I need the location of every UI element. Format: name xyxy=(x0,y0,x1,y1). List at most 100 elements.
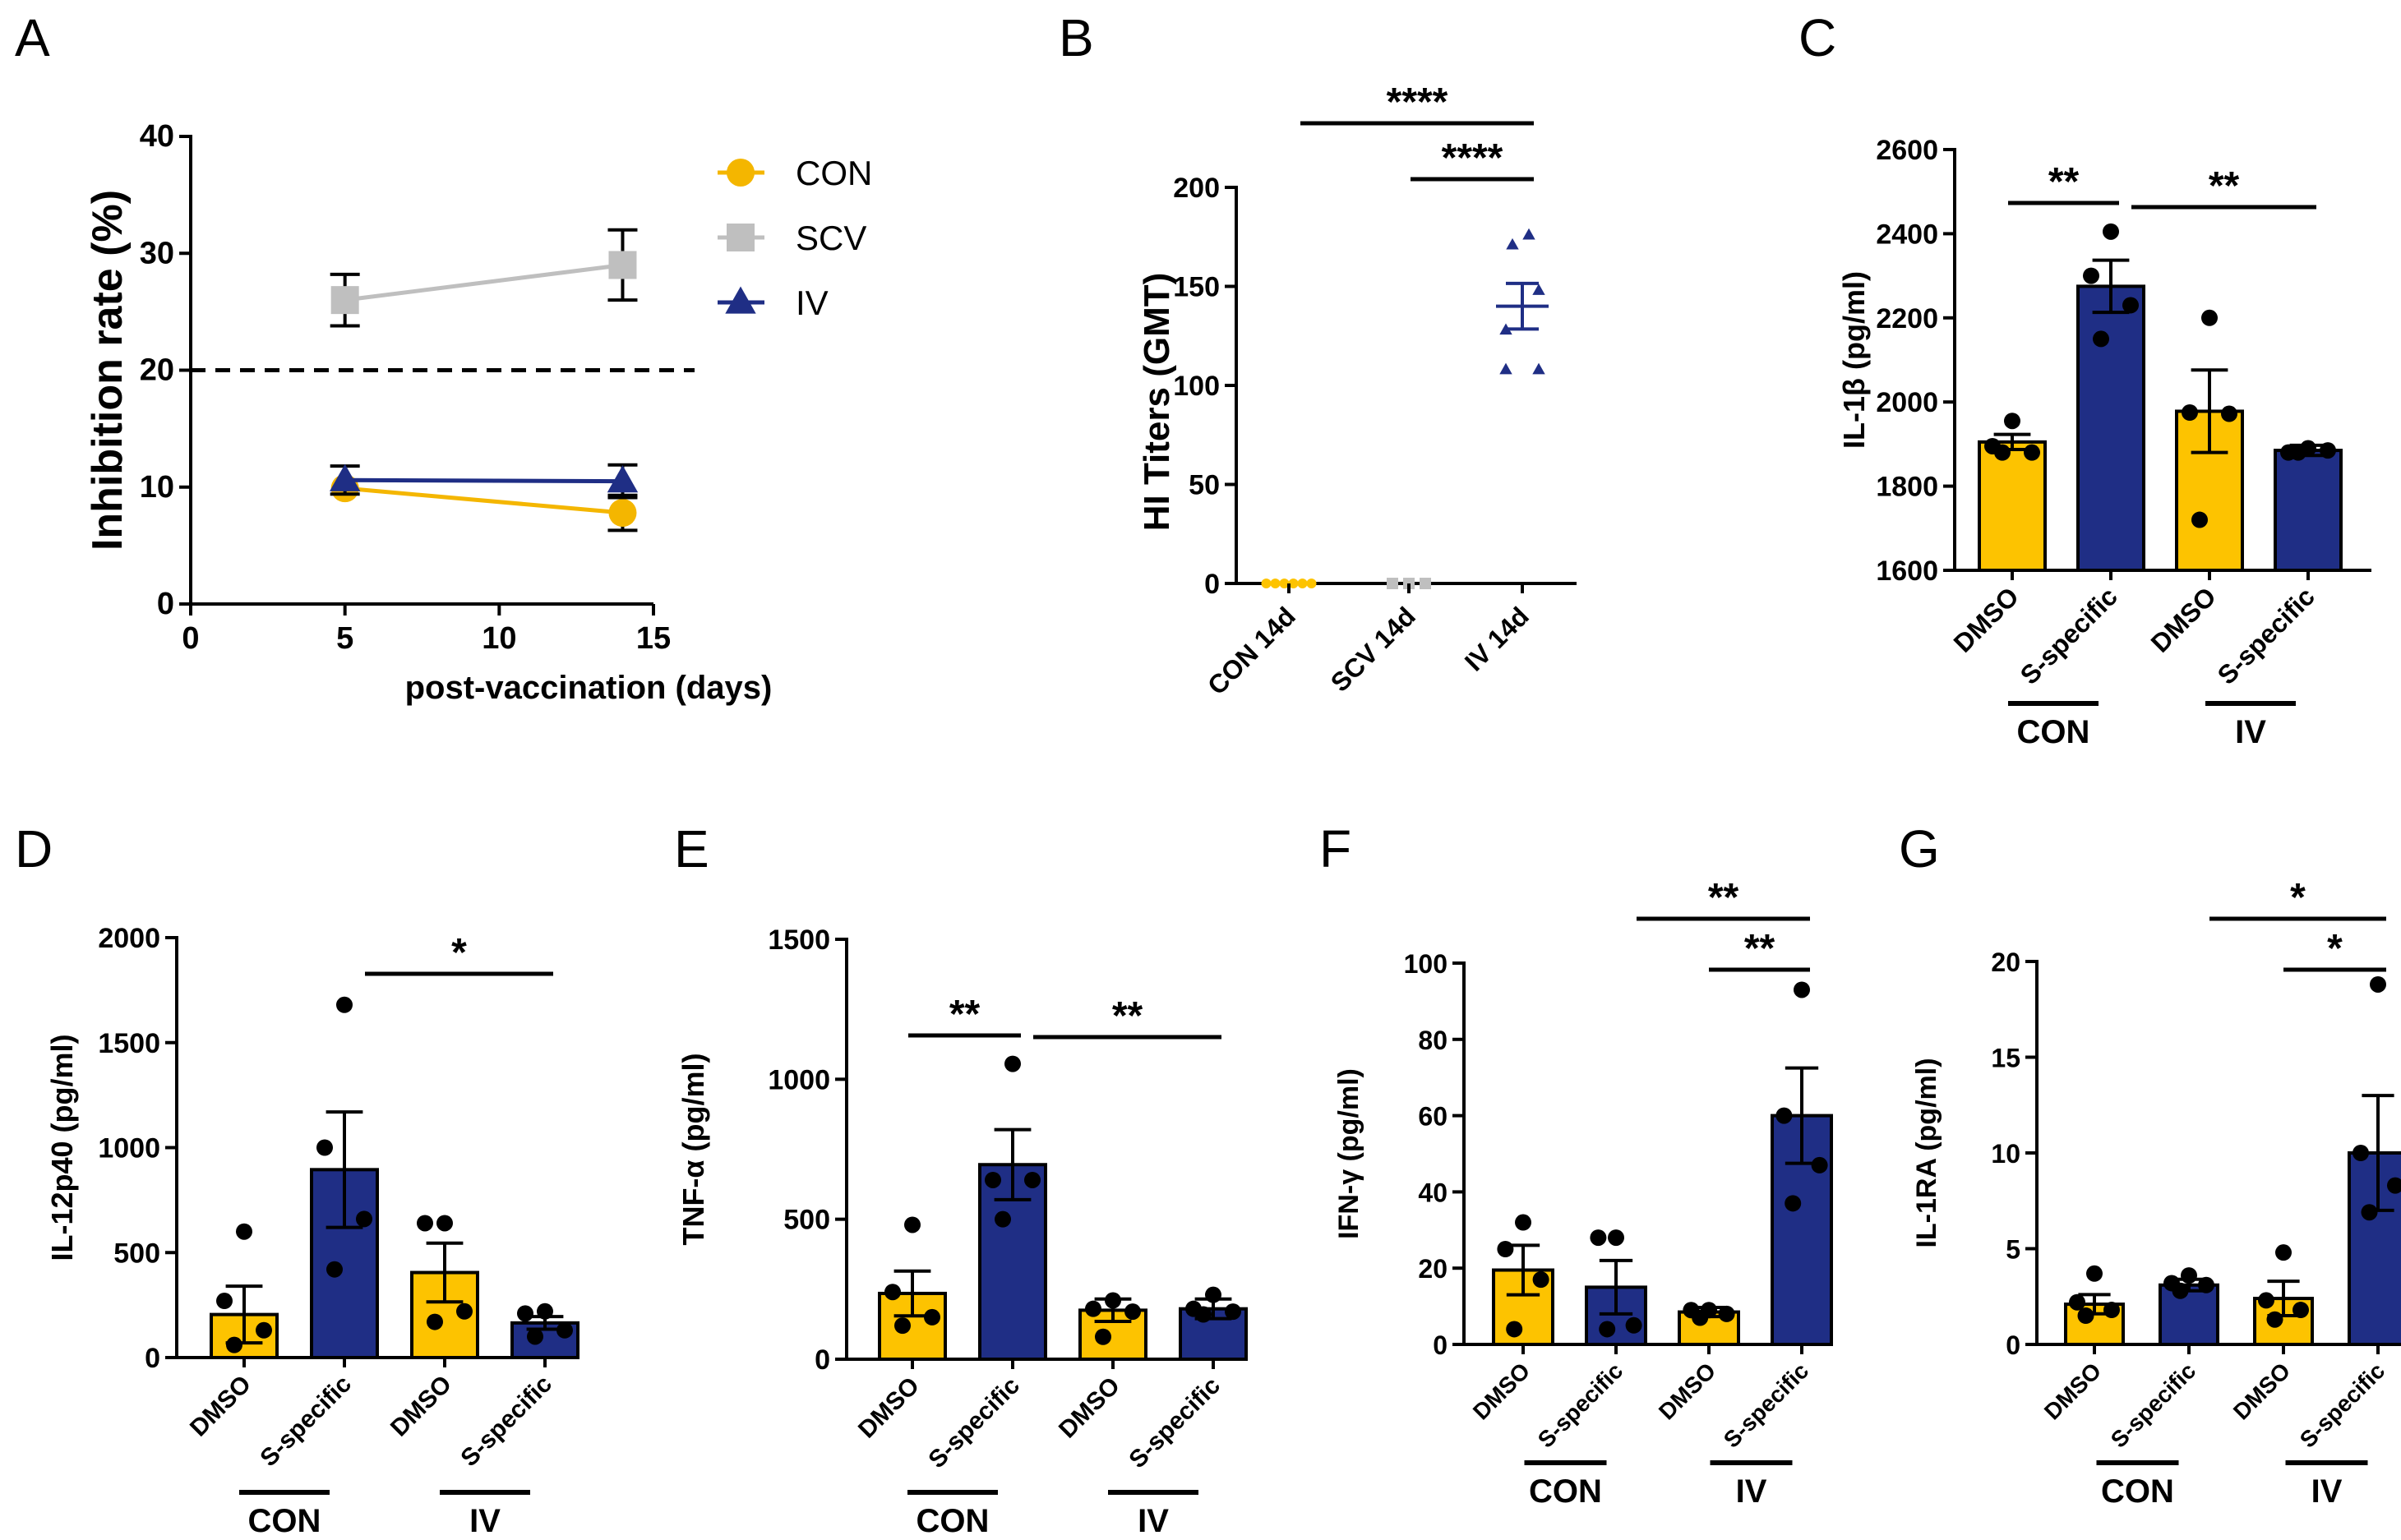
y-tick-label: 5 xyxy=(2006,1235,2020,1265)
significance-stars: **** xyxy=(1442,136,1503,180)
data-point xyxy=(1095,1328,1111,1345)
data-point xyxy=(2292,1302,2309,1319)
data-point xyxy=(330,286,359,315)
group-label: IV xyxy=(1736,1473,1767,1510)
y-tick-label: 100 xyxy=(1173,371,1220,402)
y-axis-title: TNF-α (pg/ml) xyxy=(676,1053,710,1245)
data-point xyxy=(527,1328,543,1345)
data-point xyxy=(1306,579,1317,588)
data-point xyxy=(1124,1303,1141,1321)
y-tick-label: 0 xyxy=(2006,1330,2020,1360)
data-point xyxy=(2083,267,2099,284)
series-line xyxy=(344,486,623,515)
data-point xyxy=(924,1308,940,1326)
bar xyxy=(1978,440,2047,573)
panel-label: D xyxy=(15,819,53,878)
x-tick-label: DMSO xyxy=(2145,581,2222,657)
bar-group-3: S-specific xyxy=(2295,975,2401,1453)
significance-stars: * xyxy=(451,931,467,975)
x-tick-label: S-specific xyxy=(1533,1358,1628,1452)
y-tick-label: 10 xyxy=(1991,1139,2020,1169)
data-point xyxy=(1811,1156,1828,1173)
data-point xyxy=(1085,1300,1101,1317)
data-point xyxy=(1506,1321,1523,1338)
error-bar xyxy=(326,1110,363,1229)
data-point xyxy=(1532,362,1545,375)
data-point xyxy=(517,1305,533,1322)
y-tick-label: 0 xyxy=(1204,569,1220,600)
legend-label: CON xyxy=(796,154,872,192)
x-tick-label: DMSO xyxy=(185,1371,256,1442)
data-point xyxy=(456,1303,473,1320)
data-point xyxy=(2181,1267,2197,1284)
data-point xyxy=(2182,404,2198,421)
y-tick-label: 40 xyxy=(1418,1178,1448,1207)
data-point xyxy=(1420,578,1431,589)
data-point xyxy=(226,1336,242,1353)
data-point xyxy=(1506,237,1519,250)
x-tick-label: DMSO xyxy=(853,1372,925,1444)
data-point xyxy=(1195,1306,1212,1323)
y-tick-label: 80 xyxy=(1418,1026,1448,1055)
series-line xyxy=(344,477,623,484)
y-tick-label: 0 xyxy=(815,1344,830,1376)
data-point xyxy=(1297,579,1308,588)
y-tick-label: 60 xyxy=(1418,1102,1448,1132)
bar xyxy=(2274,449,2343,573)
x-tick-label: S-specific xyxy=(2015,581,2123,689)
data-point xyxy=(1270,579,1281,588)
series-con: CON xyxy=(330,154,872,533)
bar-group-3: S-specific xyxy=(1719,981,1833,1453)
bar xyxy=(2076,284,2145,572)
significance-stars: ** xyxy=(2209,164,2240,208)
legend-label: IV xyxy=(796,284,829,322)
data-point xyxy=(2004,413,2020,430)
y-tick-label: 2200 xyxy=(1876,303,1938,334)
y-tick-label: 1000 xyxy=(768,1064,830,1095)
data-point xyxy=(1387,578,1398,589)
data-point xyxy=(2093,330,2109,348)
data-point xyxy=(1718,1305,1735,1322)
x-tick-label: 15 xyxy=(636,621,671,656)
significance-stars: ** xyxy=(1744,927,1775,971)
data-point xyxy=(1608,1229,1624,1247)
legend-marker xyxy=(727,224,755,251)
data-point xyxy=(2387,1177,2401,1194)
x-tick-label: DMSO xyxy=(1948,581,2025,657)
significance-stars: ** xyxy=(949,993,981,1036)
x-tick-label: S-specific xyxy=(455,1371,557,1473)
data-point xyxy=(1497,1241,1514,1257)
y-tick-label: 2000 xyxy=(1876,387,1938,418)
data-point xyxy=(1794,981,1810,998)
data-point xyxy=(985,1171,1001,1188)
data-point xyxy=(436,1215,453,1232)
y-tick-label: 10 xyxy=(140,470,174,505)
x-tick-label: 10 xyxy=(482,621,516,656)
data-point xyxy=(1599,1321,1616,1338)
error-bar xyxy=(426,1241,464,1304)
significance-stars: **** xyxy=(1387,81,1448,124)
data-point xyxy=(2024,444,2040,461)
x-axis-title: post-vaccination (days) xyxy=(405,670,773,706)
x-tick-label: DMSO xyxy=(1468,1358,1535,1424)
group-label: IV xyxy=(469,1503,501,1539)
data-point xyxy=(326,1261,343,1278)
y-axis-title: IL-1RA (pg/ml) xyxy=(1911,1058,1942,1247)
y-tick-label: 1500 xyxy=(98,1028,160,1059)
data-point xyxy=(608,251,637,279)
legend-marker xyxy=(727,159,755,187)
data-point xyxy=(1024,1171,1041,1188)
data-point xyxy=(2266,1311,2283,1328)
x-tick-label: S-specific xyxy=(255,1371,357,1473)
data-point xyxy=(236,1223,252,1240)
y-tick-label: 150 xyxy=(1173,272,1220,303)
x-tick-label: S-specific xyxy=(2106,1358,2200,1452)
data-point xyxy=(2103,1302,2120,1319)
data-point xyxy=(1499,362,1512,375)
bar-group-1: S-specific xyxy=(2106,1267,2219,1453)
y-tick-label: 500 xyxy=(113,1238,160,1269)
data-point xyxy=(2361,1204,2378,1221)
y-tick-label: 0 xyxy=(145,1343,160,1374)
significance-stars: ** xyxy=(1112,994,1143,1038)
